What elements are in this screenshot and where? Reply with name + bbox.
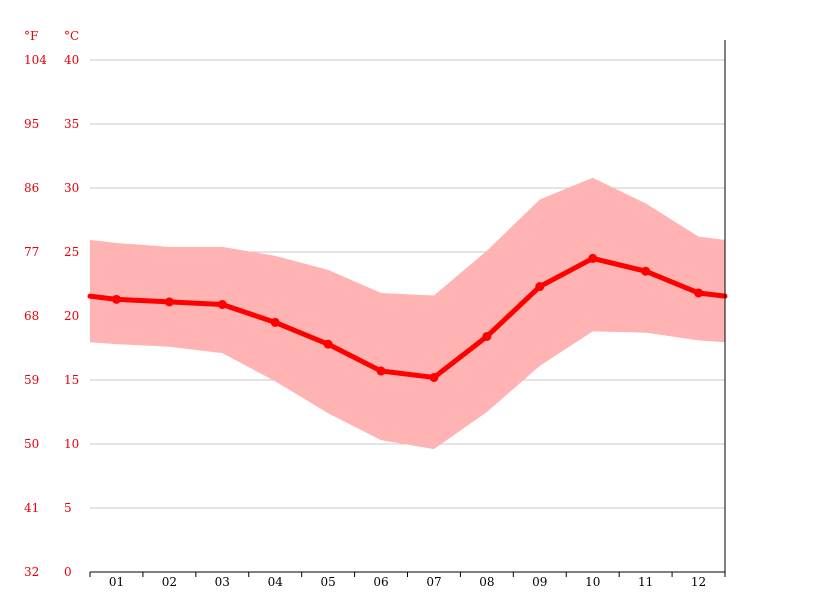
mean-point [217,299,227,309]
mean-point [641,266,651,276]
min-max-band [90,177,725,450]
y-axis-labels: 0 32 5 41 10 50 15 59 20 68 25 77 30 86 35 95 40 104 [24,53,79,579]
y-tick-celsius: 10 [64,437,79,451]
x-tick-label: 12 [691,575,706,589]
y-tick-celsius: 30 [64,181,79,195]
y-tick-fahrenheit: 104 [24,53,47,67]
y-tick-celsius: 5 [64,501,72,515]
y-tick-celsius: 0 [64,565,72,579]
x-tick-label: 08 [479,575,494,589]
mean-line [87,255,728,380]
y-tick-fahrenheit: 32 [24,565,39,579]
x-tick-label: 10 [585,575,600,589]
y-tick-fahrenheit: 41 [24,501,39,515]
mean-point [535,282,545,292]
x-tick-label: 03 [215,575,230,589]
y-tick-fahrenheit: 59 [24,373,39,387]
y-tick-celsius: 40 [64,53,79,67]
mean-point [482,331,492,341]
mean-point [694,288,704,298]
y-tick-celsius: 15 [64,373,79,387]
y-tick-celsius: 25 [64,245,79,259]
x-axis-ticks: 01 02 03 04 05 06 07 08 09 10 11 12 [89,572,726,589]
y-tick-fahrenheit: 50 [24,437,39,451]
y-tick-fahrenheit: 77 [24,245,39,259]
mean-point [270,317,280,327]
x-tick-label: 04 [268,575,284,589]
y-tick-fahrenheit: 86 [24,181,39,195]
x-tick-label: 06 [373,575,388,589]
mean-point [376,366,386,376]
mean-point [164,297,174,307]
x-tick-label: 05 [320,575,335,589]
x-tick-label: 01 [109,575,124,589]
x-tick-label: 07 [426,575,441,589]
x-tick-label: 09 [532,575,547,589]
mean-point [588,253,598,263]
y-tick-fahrenheit: 95 [24,117,39,131]
celsius-unit-label: °C [64,29,79,43]
mean-point [323,339,333,349]
y-tick-fahrenheit: 68 [24,309,39,323]
mean-point [111,294,121,304]
x-tick-label: 02 [162,575,177,589]
mean-points [111,253,704,382]
mean-point [429,372,439,382]
y-tick-celsius: 20 [64,309,79,323]
fahrenheit-unit-label: °F [24,29,38,43]
y-tick-celsius: 35 [64,117,79,131]
x-tick-label: 11 [638,575,653,589]
